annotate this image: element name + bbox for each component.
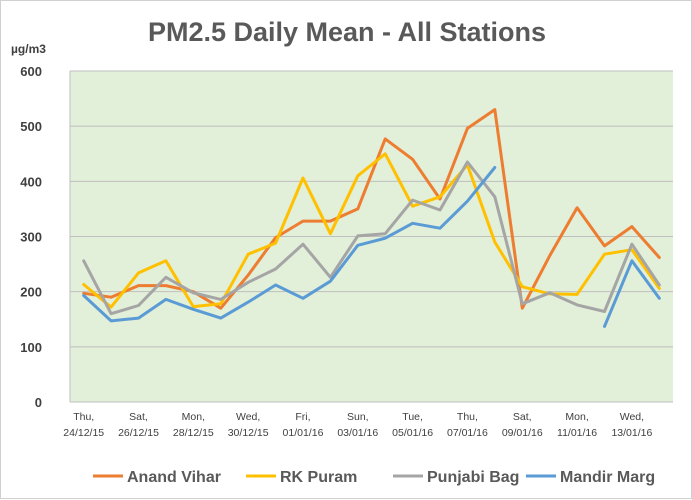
series-line-anand-vihar (82, 108, 661, 310)
legend-label-anand-vihar: Anand Vihar (127, 469, 221, 486)
plot-area: 0 100 200 300 400 500 600 Thu, 24/12/15 Sat, 26/12… (20, 64, 673, 439)
x-tick-label: Tue, 05/01/16 (392, 411, 433, 439)
x-tick-label: Thu, 24/12/15 (63, 411, 104, 439)
x-tick-label: Fri, 01/01/16 (283, 411, 324, 439)
y-tick-label: 400 (20, 174, 42, 189)
legend-label-mandir-marg: Mandir Marg (560, 469, 655, 486)
x-tick-label: Mon, 11/01/16 (557, 411, 597, 439)
x-tick-label: Sun, 03/01/16 (337, 411, 378, 439)
x-tick-date: 28/12/15 (173, 427, 214, 439)
y-tick-label: 200 (20, 285, 42, 300)
x-tick-weekday: Sun, (347, 411, 369, 423)
x-tick-weekday: Thu, (73, 411, 94, 423)
legend-label-rk-puram: RK Puram (280, 469, 357, 486)
y-tick-label: 300 (20, 230, 42, 245)
x-tick-date: 11/01/16 (557, 427, 597, 439)
x-tick-date: 24/12/15 (63, 427, 104, 439)
x-tick-label: Wed, 13/01/16 (611, 411, 652, 439)
x-tick-date: 05/01/16 (392, 427, 433, 439)
x-tick-label: Sat, 09/01/16 (502, 411, 543, 439)
series-line-mandir-marg (82, 166, 661, 328)
y-tick-label: 500 (20, 119, 42, 134)
chart-title: PM2.5 Daily Mean - All Stations (148, 17, 546, 47)
chart-legend: Anand Vihar RK Puram Punjabi Bag Mandir Mar… (93, 469, 655, 486)
x-tick-weekday: Wed, (236, 411, 260, 423)
x-tick-label: Mon, 28/12/15 (173, 411, 214, 439)
x-tick-weekday: Mon, (565, 411, 588, 423)
y-tick-label: 100 (20, 340, 42, 355)
x-tick-weekday: Sat, (129, 411, 148, 423)
legend-label-punjabi-bag: Punjabi Bag (427, 469, 519, 486)
x-tick-weekday: Mon, (182, 411, 205, 423)
x-tick-weekday: Sat, (513, 411, 532, 423)
x-tick-date: 07/01/16 (447, 427, 488, 439)
x-tick-weekday: Tue, (402, 411, 423, 423)
x-tick-label: Thu, 07/01/16 (447, 411, 488, 439)
x-tick-date: 09/01/16 (502, 427, 543, 439)
y-tick-label: 0 (35, 395, 42, 410)
y-tick-label: 600 (20, 64, 42, 79)
x-tick-date: 01/01/16 (283, 427, 324, 439)
x-tick-date: 13/01/16 (611, 427, 652, 439)
x-tick-weekday: Fri, (295, 411, 310, 423)
x-tick-label: Wed, 30/12/15 (228, 411, 269, 439)
x-tick-date: 03/01/16 (337, 427, 378, 439)
x-tick-weekday: Thu, (457, 411, 478, 423)
series-line-punjabi-bag (82, 160, 661, 316)
x-tick-date: 26/12/15 (118, 427, 159, 439)
x-tick-weekday: Wed, (620, 411, 644, 423)
y-axis-unit-label: µg/m3 (11, 42, 46, 56)
x-tick-date: 30/12/15 (228, 427, 269, 439)
x-tick-label: Sat, 26/12/15 (118, 411, 159, 439)
